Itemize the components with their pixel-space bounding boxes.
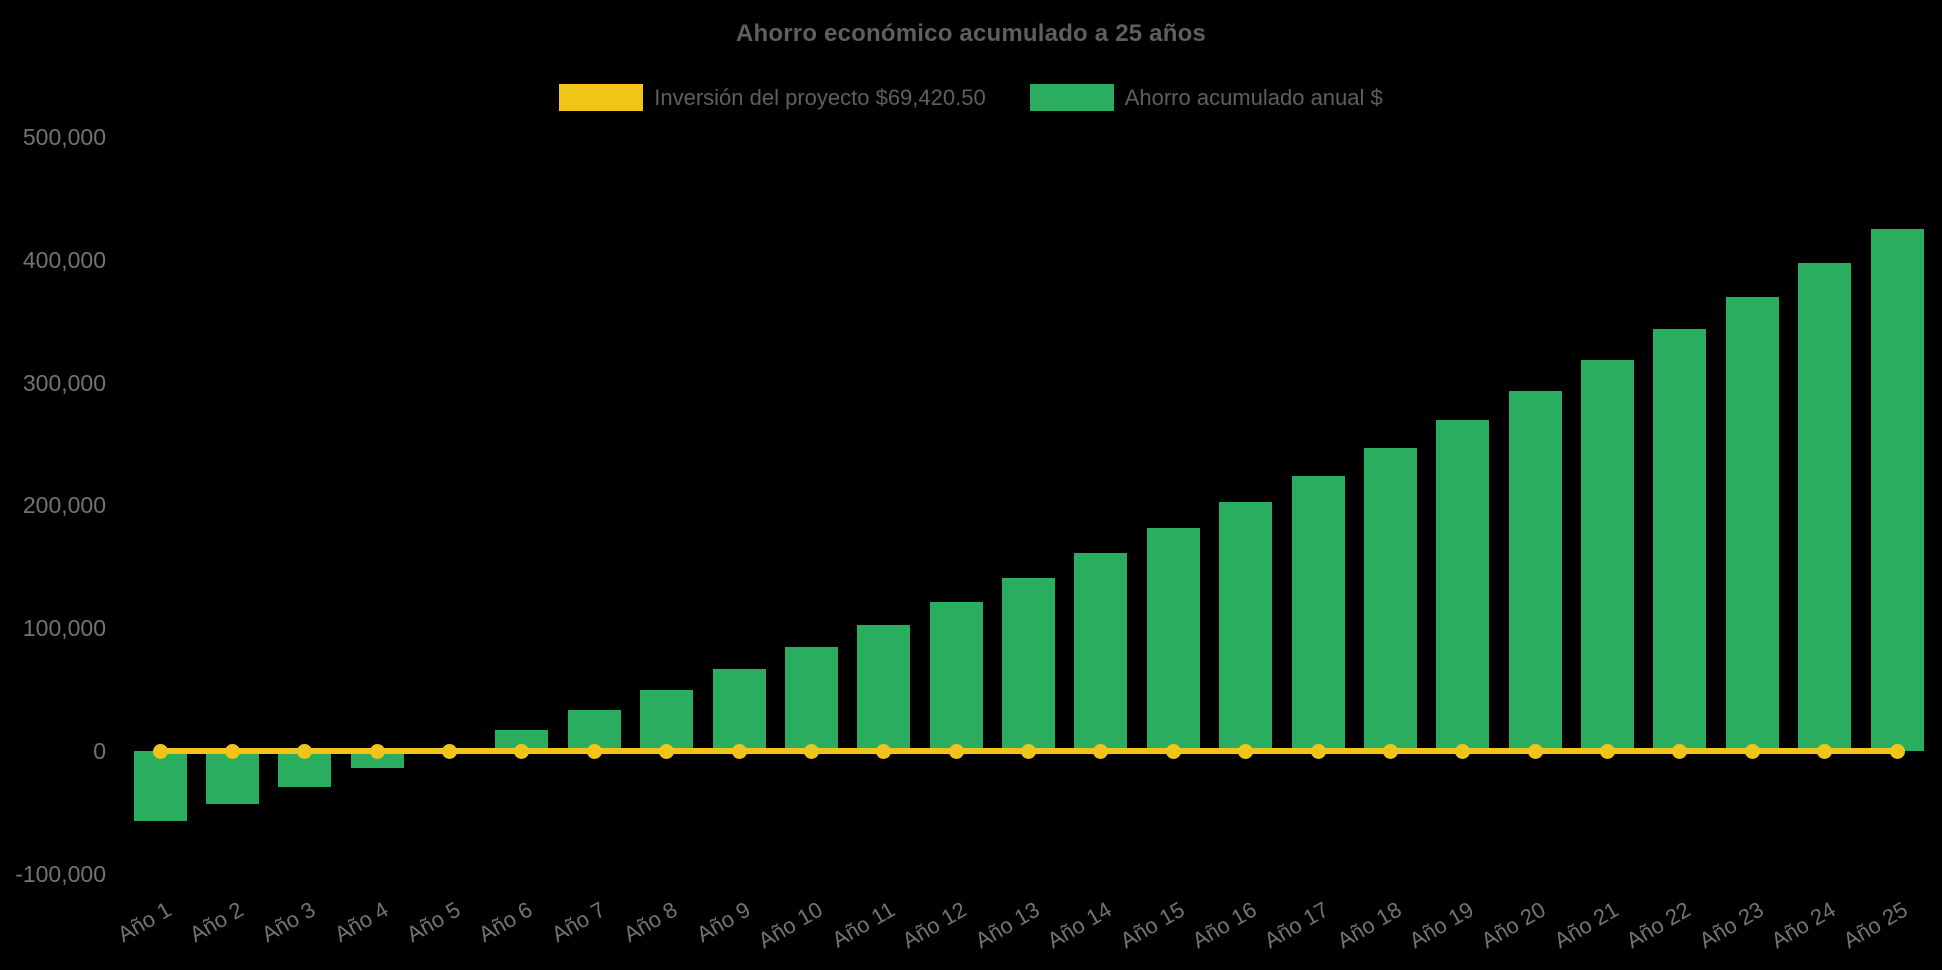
chart-legend: Inversión del proyecto $69,420.50 Ahorro… [0,84,1942,111]
bar-año-25[interactable] [1870,229,1924,751]
line-point-año-10[interactable] [803,743,819,759]
bar-año-11[interactable] [857,624,911,751]
bar-año-8[interactable] [640,689,694,751]
legend-swatch-inversion [559,84,644,111]
x-axis-label-text: Año 9 [691,896,754,948]
bar-año-20[interactable] [1508,390,1562,751]
line-point-año-20[interactable] [1527,743,1543,759]
bar-año-14[interactable] [1074,553,1128,751]
x-axis-label-text: Año 11 [827,896,899,953]
y-axis-tick-200000: 200,000 [22,492,106,519]
line-point-año-9[interactable] [731,743,747,759]
x-axis-label-text: Año 15 [1115,896,1189,954]
bar-año-12[interactable] [929,601,983,751]
x-axis-label-text: Año 6 [474,896,537,948]
line-point-año-8[interactable] [659,743,675,759]
line-point-año-14[interactable] [1093,743,1109,759]
y-axis-tick-0: 0 [93,738,106,764]
legend-label-ahorro: Ahorro acumulado anual $ [1124,85,1383,110]
x-axis-label-text: Año 1 [112,896,175,948]
x-axis-label-text: Año 10 [753,896,827,954]
x-axis-label-text: Año 19 [1404,896,1478,954]
bar-año-16[interactable] [1219,502,1273,751]
bar-año-6[interactable] [495,730,549,751]
bar-año-4[interactable] [350,751,404,769]
line-point-año-17[interactable] [1310,743,1326,759]
line-point-año-18[interactable] [1382,743,1398,759]
line-point-año-2[interactable] [224,743,240,759]
bar-año-23[interactable] [1725,297,1779,751]
x-axis-label-text: Año 25 [1839,896,1912,954]
line-point-año-7[interactable] [586,743,602,759]
y-axis-tick-400000: 400,000 [22,246,106,273]
chart-title: Ahorro económico acumulado a 25 años [736,20,1206,47]
line-point-año-5[interactable] [442,743,457,759]
bar-año-9[interactable] [712,668,766,751]
line-point-año-11[interactable] [876,743,892,759]
bar-año-13[interactable] [1002,577,1055,751]
bar-año-21[interactable] [1581,360,1634,751]
legend-item-inversion[interactable]: Inversión del proyecto $69,420.50 [559,84,986,111]
y-axis-tick-500000: 500,000 [22,124,106,150]
x-axis-label-text: Año 7 [546,896,610,948]
y-axis-tick--100000: -100,000 [15,860,106,887]
line-point-año-25[interactable] [1889,743,1905,759]
bar-año-2[interactable] [205,751,259,804]
x-axis-label-text: Año 3 [257,896,320,948]
x-axis-label-text: Año 4 [329,896,393,948]
x-axis-label-text: Año 23 [1694,896,1768,954]
x-axis-label-text: Año 20 [1477,896,1551,954]
legend-swatch-ahorro [1029,84,1114,111]
legend-item-ahorro[interactable]: Ahorro acumulado anual $ [1029,84,1383,111]
line-point-año-15[interactable] [1165,743,1181,759]
line-point-año-4[interactable] [369,743,385,759]
bar-año-19[interactable] [1436,420,1490,751]
bar-año-15[interactable] [1146,528,1200,751]
x-axis-label-text: Año 5 [402,896,465,948]
x-axis-label-text: Año 2 [185,896,248,948]
bar-año-24[interactable] [1798,263,1852,751]
bar-año-1[interactable] [133,751,187,821]
bar-año-10[interactable] [784,646,838,751]
line-point-año-19[interactable] [1455,743,1471,759]
x-axis-label-text: Año 16 [1187,896,1261,954]
line-point-año-3[interactable] [297,743,313,759]
x-axis-label-text: Año 14 [1042,896,1116,954]
x-axis-label-text: Año 18 [1332,896,1406,954]
line-point-año-16[interactable] [1238,743,1254,759]
x-axis-label-text: Año 8 [619,896,682,948]
bar-año-18[interactable] [1363,448,1417,751]
line-point-año-23[interactable] [1744,743,1760,759]
line-point-año-21[interactable] [1600,743,1615,759]
x-axis-label-text: Año 13 [970,896,1044,954]
x-axis-label-text: Año 24 [1766,896,1840,954]
bar-año-22[interactable] [1653,329,1707,751]
line-point-año-12[interactable] [948,743,964,759]
bar-año-17[interactable] [1291,475,1345,751]
legend-label-inversion: Inversión del proyecto $69,420.50 [654,85,986,110]
line-point-año-6[interactable] [514,743,530,759]
x-axis-label-text: Año 21 [1549,896,1623,954]
line-point-año-24[interactable] [1817,743,1833,759]
y-axis-tick-100000: 100,000 [22,615,106,642]
x-axis-label-text: Año 17 [1260,896,1333,954]
x-axis-label-text: Año 12 [898,896,972,954]
y-axis-tick-300000: 300,000 [22,369,106,396]
line-point-año-13[interactable] [1021,743,1036,759]
line-point-año-1[interactable] [152,743,168,759]
line-point-año-22[interactable] [1672,743,1688,759]
x-axis-label-text: Año 22 [1621,896,1695,954]
